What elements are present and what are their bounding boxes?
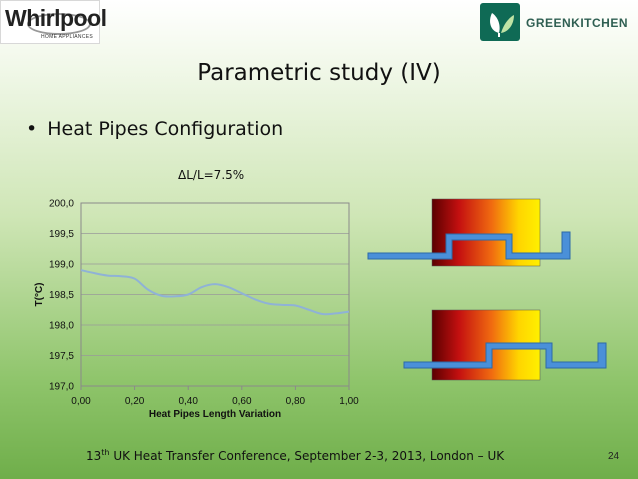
heat-pipe-2 bbox=[403, 342, 607, 369]
y-tick-label: 199,0 bbox=[49, 260, 74, 271]
x-tick-label: 0,00 bbox=[71, 396, 91, 407]
y-axis-label: T(°C) bbox=[34, 283, 45, 307]
x-axis-label: Heat Pipes Length Variation bbox=[149, 409, 281, 420]
greenkitchen-logo-text: GREENKITCHEN bbox=[526, 16, 629, 30]
x-tick-label: 1,00 bbox=[339, 396, 359, 407]
bullet-text: Heat Pipes Configuration bbox=[47, 118, 284, 140]
x-tick-label: 0,20 bbox=[125, 396, 145, 407]
y-tick-label: 199,5 bbox=[49, 229, 74, 240]
x-tick-label: 0,40 bbox=[178, 396, 198, 407]
heat-pipe-1 bbox=[367, 231, 571, 260]
chart-caption: ΔL/L=7.5% bbox=[178, 168, 245, 182]
heat-pipe-configuration-1 bbox=[367, 198, 571, 267]
footer-conference: 13th UK Heat Transfer Conference, Septem… bbox=[86, 448, 504, 463]
y-tick-label: 197,5 bbox=[49, 351, 74, 362]
page-number: 24 bbox=[608, 451, 620, 462]
y-tick-label: 200,0 bbox=[49, 199, 74, 210]
whirlpool-logo: Whirlpool HOME APPLIANCES bbox=[0, 0, 107, 44]
series-line bbox=[80, 269, 350, 316]
y-tick-label: 198,0 bbox=[49, 321, 74, 332]
x-tick-label: 0,60 bbox=[232, 396, 252, 407]
x-tick-label: 0,80 bbox=[286, 396, 306, 407]
logo-subtitle: HOME APPLIANCES bbox=[41, 34, 94, 40]
footer-sup: th bbox=[101, 448, 110, 457]
plot-area-frame bbox=[80, 202, 350, 387]
slide-title: Parametric study (IV) bbox=[197, 60, 441, 86]
heat-pipe-configuration-2 bbox=[403, 309, 607, 381]
y-tick-label: 198,5 bbox=[49, 290, 74, 301]
leaf-icon bbox=[480, 3, 520, 41]
logo-brand: Whirlpool bbox=[5, 5, 107, 31]
bullet-item: • Heat Pipes Configuration bbox=[26, 118, 283, 140]
y-tick-label: 197,0 bbox=[49, 382, 74, 393]
bullet-dot-icon: • bbox=[26, 118, 38, 140]
footer-rest: UK Heat Transfer Conference, September 2… bbox=[109, 449, 505, 463]
logo-ring-icon bbox=[27, 13, 91, 35]
footer-prefix: 13 bbox=[86, 449, 102, 463]
